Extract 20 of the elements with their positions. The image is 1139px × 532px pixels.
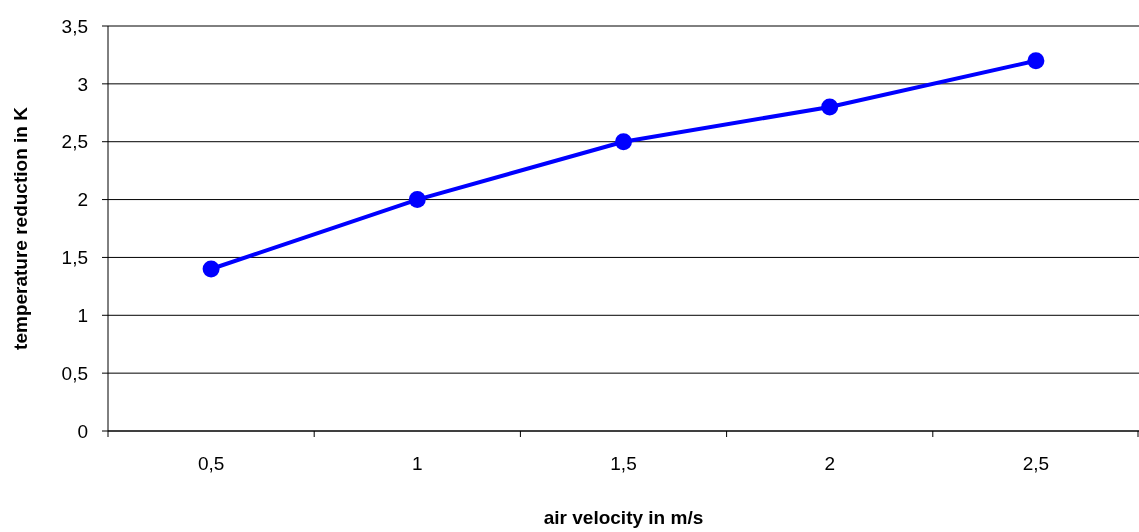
point xyxy=(615,133,632,151)
point xyxy=(202,260,220,278)
x-axis-title: air velocity in m/s xyxy=(543,507,704,528)
point xyxy=(408,191,426,209)
point xyxy=(1027,52,1045,70)
x-tick-label: 1,5 xyxy=(610,453,637,474)
y-tick-label: 0 xyxy=(77,420,88,442)
x-tick-label: 2,5 xyxy=(1022,453,1050,474)
point xyxy=(821,98,839,116)
y-tick-label: 3 xyxy=(77,73,88,95)
y-tick-label: 0,5 xyxy=(61,362,88,384)
y-tick-label: 3,5 xyxy=(61,15,88,37)
y-tick-label: 1 xyxy=(77,304,88,326)
y-tick-label: 2 xyxy=(77,189,88,211)
y-tick-label: 2,5 xyxy=(61,131,88,153)
y-axis-title: temperature reduction in K xyxy=(10,106,31,350)
x-tick-label: 0,5 xyxy=(197,453,225,474)
x-tick-label: 2 xyxy=(824,453,835,474)
x-tick-label: 1 xyxy=(412,453,423,474)
y-tick-label: 1,5 xyxy=(61,247,88,269)
